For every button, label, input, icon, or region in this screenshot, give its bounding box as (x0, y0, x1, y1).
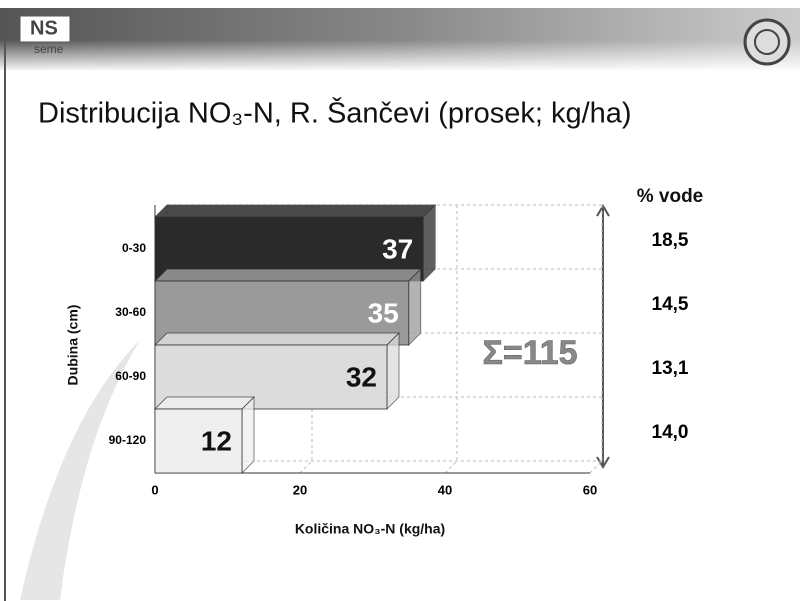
bar-side (241, 396, 255, 474)
x-tick-label: 20 (293, 482, 307, 497)
floor-line (444, 460, 458, 474)
y-tick-label: 90-120 (109, 433, 147, 447)
bar-top (154, 332, 400, 346)
y-tick-label: 30-60 (115, 305, 146, 319)
bar-side (422, 204, 436, 282)
bar-value-label: 37 (382, 233, 413, 264)
water-title: % vode (637, 186, 704, 207)
floor-line (589, 460, 603, 474)
water-value: 14,0 (652, 422, 689, 443)
water-value: 18,5 (652, 230, 689, 251)
x-tick-label: 60 (583, 482, 597, 497)
y-tick-label: 60-90 (115, 369, 146, 383)
water-value: 13,1 (652, 358, 689, 379)
bar-side (386, 332, 400, 410)
x-axis-label: Količina NO₃-N (kg/ha) (295, 521, 445, 537)
logo-subtext: seme (34, 42, 64, 56)
floor-line (299, 460, 313, 474)
header-fade (0, 40, 800, 72)
emblem (743, 18, 791, 66)
y-tick-label: 0-30 (122, 241, 146, 255)
annotation: Σ=115 (482, 334, 577, 372)
bar (154, 408, 243, 474)
arrow-heads (596, 204, 610, 469)
emblem-inner (754, 29, 780, 55)
water-value: 14,5 (652, 294, 689, 315)
logo-text: NS (30, 17, 58, 39)
bar-value-label: 32 (346, 361, 377, 392)
bar-top (154, 204, 437, 218)
logo-box (19, 15, 71, 43)
bar-value-label: 12 (201, 425, 232, 456)
bar-value-label: 35 (368, 297, 399, 328)
x-tick-label: 0 (151, 482, 158, 497)
x-tick-label: 40 (438, 482, 452, 497)
y-axis-label: Dubina (cm) (65, 305, 81, 386)
chart-title: Distribucija NO₃-N, R. Šančevi (prosek; … (38, 96, 632, 130)
bar-top (154, 268, 422, 282)
bar-top (154, 396, 255, 410)
swoosh (20, 340, 140, 600)
bar-side (408, 268, 422, 346)
